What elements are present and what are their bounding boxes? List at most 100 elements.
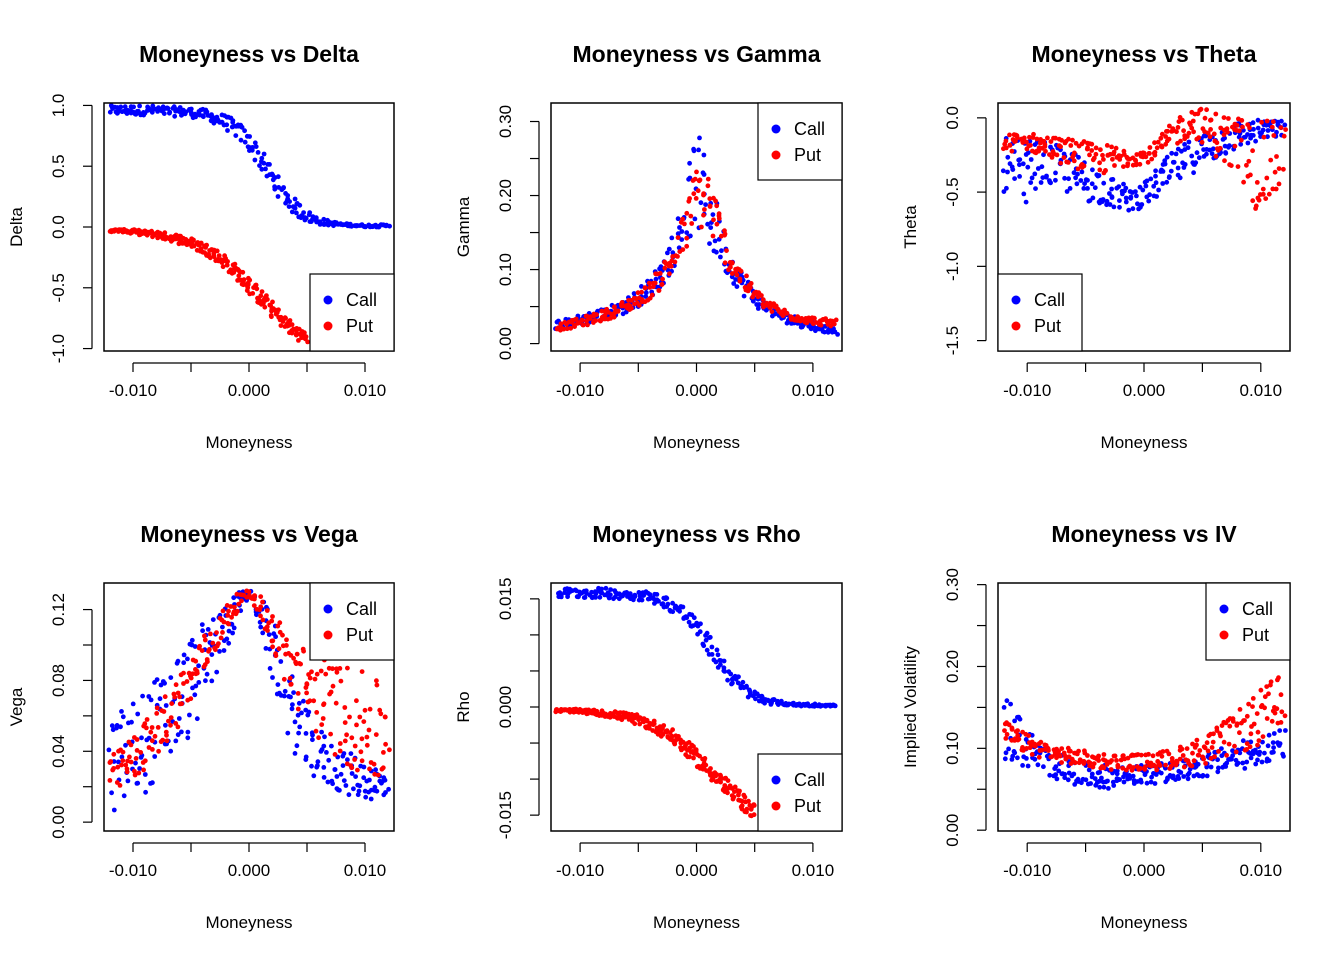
theta-put-point — [1272, 169, 1278, 175]
theta-call-point — [1265, 128, 1271, 133]
iv-call-point — [1121, 779, 1127, 785]
theta-put-point — [1061, 155, 1067, 161]
vega-put-point — [179, 701, 185, 707]
vega-call-point — [363, 794, 369, 800]
vega-put-point — [126, 754, 132, 760]
gamma-put-point — [707, 203, 713, 209]
theta-put-point — [1214, 140, 1220, 146]
theta-put-point — [1145, 159, 1151, 165]
theta-put-point — [1058, 160, 1064, 166]
vega-call-point — [345, 757, 350, 763]
iv-call-point — [1276, 743, 1282, 748]
vega-put-point — [301, 648, 306, 654]
vega-put-point — [133, 756, 139, 761]
theta-call-point — [1196, 155, 1202, 161]
vega-put-point — [232, 604, 237, 610]
vega-put-point — [328, 731, 333, 737]
gamma-call-point — [707, 241, 712, 247]
iv-legend-label-call: Call — [1242, 599, 1273, 619]
gamma-call-point — [675, 231, 681, 237]
vega-put-point — [142, 721, 148, 727]
theta-put-point — [1240, 124, 1245, 130]
vega-put-point — [277, 620, 283, 626]
gamma-call-point — [714, 249, 719, 255]
iv-call-point — [1148, 779, 1154, 785]
vega-call-point — [292, 751, 298, 756]
vega-call-point — [291, 690, 296, 695]
vega-call-point — [185, 735, 191, 741]
iv-put-point — [1258, 687, 1264, 693]
vega-call-point — [205, 627, 211, 632]
gamma-call-point — [688, 233, 693, 239]
iv-put-point — [1210, 739, 1216, 745]
gamma-put-point — [611, 314, 617, 320]
gamma-put-point — [619, 300, 625, 305]
theta-call-point — [1039, 164, 1045, 170]
iv-y-tick-label: 0.00 — [943, 814, 962, 847]
theta-put-point — [1218, 125, 1224, 131]
rho-call-point — [670, 609, 676, 615]
theta-call-point — [1148, 176, 1154, 182]
delta-call-point — [252, 140, 258, 146]
rho-call-point — [785, 701, 791, 707]
rho-put-point — [687, 754, 692, 760]
iv-y-tick-label: 0.10 — [943, 732, 962, 765]
theta-call-point — [1089, 181, 1095, 187]
theta-put-point — [1264, 175, 1270, 181]
delta-put-point — [265, 297, 270, 302]
delta-call-point — [225, 128, 230, 133]
iv-y-tick-label: 0.20 — [943, 650, 962, 683]
iv-put-point — [1016, 736, 1022, 742]
iv-put-point — [1268, 679, 1274, 685]
vega-call-point — [270, 675, 275, 680]
iv-put-point — [1129, 752, 1135, 758]
theta-x-tick-label: -0.010 — [1003, 381, 1051, 400]
theta-x-tick-label: 0.000 — [1123, 381, 1166, 400]
delta-call-point — [306, 212, 312, 218]
iv-call-point — [1158, 770, 1164, 776]
theta-put-point — [1253, 206, 1258, 211]
theta-call-point — [1164, 179, 1170, 185]
iv-put-point — [1177, 756, 1183, 762]
delta-put-point — [269, 314, 274, 320]
gamma-put-point — [693, 196, 699, 201]
gamma-call-point — [639, 284, 644, 289]
delta-put-point — [259, 289, 265, 294]
iv-put-point — [1130, 765, 1136, 770]
theta-put-point — [1270, 186, 1276, 192]
rho-call-point — [656, 598, 661, 604]
iv-put-point — [1015, 733, 1021, 738]
rho-call-point — [683, 614, 689, 620]
iv-call-point — [1047, 772, 1053, 778]
vega-call-point — [367, 777, 372, 783]
rho-call-point — [703, 637, 709, 643]
theta-put-point — [1254, 180, 1260, 185]
vega-call-point — [311, 773, 317, 779]
delta-call-point — [242, 128, 248, 134]
delta-put-point — [211, 253, 217, 259]
vega-put-point — [337, 748, 343, 754]
theta-put-point — [1028, 142, 1033, 148]
delta-call-point — [321, 216, 327, 222]
iv-put-point — [1251, 721, 1257, 727]
gamma-put-point — [684, 235, 690, 241]
vega-put-point — [162, 694, 168, 700]
rho-call-point — [709, 644, 715, 650]
delta-call-point — [267, 162, 272, 167]
gamma-put-point — [688, 213, 694, 219]
vega-put-point — [220, 630, 225, 635]
theta-call-point — [1245, 140, 1251, 146]
gamma-legend-box — [757, 102, 843, 181]
theta-put-point — [1228, 163, 1234, 169]
vega-call-point — [322, 734, 327, 740]
iv-put-point — [1189, 763, 1195, 769]
iv-put-point — [1216, 749, 1221, 754]
vega-put-point — [284, 643, 289, 648]
theta-y-axis-label: Theta — [901, 205, 920, 249]
iv-put-point — [1234, 721, 1240, 727]
gamma-call-point — [670, 250, 676, 256]
delta-call-point — [196, 111, 202, 117]
rho-put-point — [736, 790, 742, 795]
theta-put-point — [1125, 163, 1130, 169]
vega-put-point — [387, 747, 392, 753]
